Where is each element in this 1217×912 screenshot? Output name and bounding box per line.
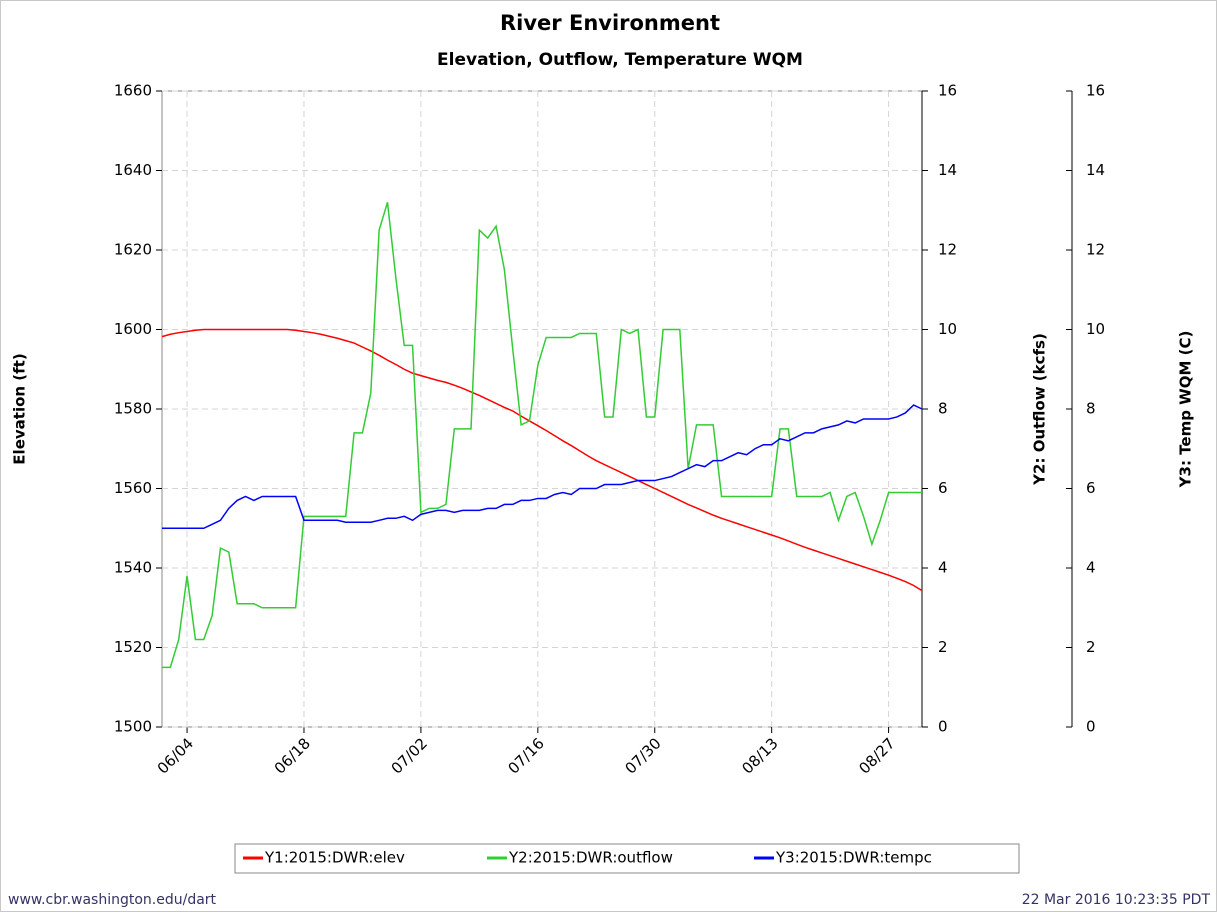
footer-right: 22 Mar 2016 10:23:35 PDT — [1022, 892, 1211, 908]
chart-subtitle: Elevation, Outflow, Temperature WQM — [437, 50, 803, 70]
y2-tick-label: 16 — [938, 82, 957, 100]
legend-label: Y3:2015:DWR:tempc — [775, 849, 932, 867]
y3-tick-label: 10 — [1086, 320, 1105, 338]
y-tick-label: 1540 — [114, 559, 152, 577]
y-tick-label: 1640 — [114, 161, 152, 179]
y3-axis-label: Y3: Temp WQM (C) — [1177, 331, 1195, 489]
y2-tick-label: 4 — [938, 559, 948, 577]
y-tick-label: 1520 — [114, 638, 152, 656]
y3-tick-label: 4 — [1086, 559, 1096, 577]
legend-box — [234, 843, 1020, 874]
y2-tick-label: 8 — [938, 400, 948, 418]
y-axis-label: Elevation (ft) — [11, 353, 29, 464]
footer-left: www.cbr.washington.edu/dart — [8, 892, 217, 908]
y3-tick-label: 14 — [1086, 161, 1105, 179]
y2-tick-label: 6 — [938, 479, 948, 497]
chart-title: River Environment — [500, 11, 720, 35]
y3-tick-label: 16 — [1086, 82, 1105, 100]
y2-tick-label: 2 — [938, 638, 948, 656]
y-tick-label: 1660 — [114, 82, 152, 100]
series-line — [162, 202, 922, 669]
legend-label: Y1:2015:DWR:elev — [264, 849, 405, 867]
y3-tick-label: 8 — [1086, 400, 1096, 418]
y3-tick-label: 12 — [1086, 241, 1105, 259]
y-tick-label: 1580 — [114, 400, 152, 418]
y-tick-label: 1620 — [114, 241, 152, 259]
legend-label: Y2:2015:DWR:outflow — [508, 849, 673, 867]
series-line — [162, 404, 923, 529]
y3-tick-label: 2 — [1086, 638, 1096, 656]
y-tick-label: 1600 — [114, 320, 152, 338]
series-line — [161, 328, 923, 592]
y2-tick-label: 10 — [938, 320, 957, 338]
y2-tick-label: 0 — [938, 718, 948, 736]
y2-axis-label: Y2: Outflow (kcfs) — [1031, 333, 1049, 486]
y2-tick-label: 14 — [938, 161, 957, 179]
y-tick-label: 1560 — [114, 479, 152, 497]
y2-tick-label: 12 — [938, 241, 957, 259]
y3-tick-label: 6 — [1086, 479, 1096, 497]
y3-tick-label: 0 — [1086, 718, 1096, 736]
y-tick-label: 1500 — [114, 718, 152, 736]
